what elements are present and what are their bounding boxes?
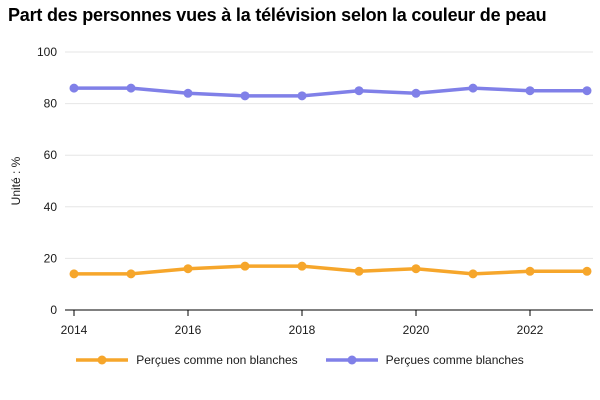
data-point-1-2016 — [183, 88, 193, 98]
data-point-0-2023 — [582, 266, 592, 276]
data-point-1-2020 — [411, 88, 421, 98]
data-point-0-2021 — [468, 269, 478, 279]
x-tick-label-2016: 2016 — [175, 323, 202, 337]
data-point-1-2022 — [525, 86, 535, 96]
series-line-1 — [72, 86, 589, 98]
y-tick-label-100: 100 — [37, 45, 57, 59]
data-point-1-2021 — [468, 83, 478, 93]
y-tick-label-40: 40 — [44, 200, 58, 214]
data-point-0-2014 — [69, 269, 79, 279]
line-chart: 0 20 40 60 80 100 2014 2016 2018 2020 2022 Unité : … — [9, 45, 593, 337]
legend: Perçues comme non blanches Perçues comme … — [0, 353, 600, 367]
x-tick-label-2022: 2022 — [517, 323, 544, 337]
legend-marker-icon — [325, 355, 378, 365]
data-point-0-2016 — [183, 264, 193, 274]
y-tick-label-20: 20 — [44, 251, 58, 265]
x-tick-label-2018: 2018 — [289, 323, 316, 337]
data-point-1-2018 — [297, 91, 307, 101]
data-point-1-2019 — [354, 86, 364, 96]
legend-marker-icon — [76, 355, 129, 365]
x-tick-label-2014: 2014 — [61, 323, 88, 337]
legend-label-1: Perçues comme blanches — [385, 353, 524, 367]
y-tick-label-80: 80 — [44, 97, 58, 111]
data-point-0-2020 — [411, 264, 421, 274]
legend-item-1: Perçues comme blanches — [325, 353, 524, 367]
y-tick-label-60: 60 — [44, 148, 58, 162]
data-point-1-2017 — [240, 91, 250, 101]
y-axis-unit-label: Unité : % — [9, 156, 23, 205]
y-tick-label-0: 0 — [50, 303, 57, 317]
chart-title: Part des personnes vues à la télévision … — [8, 5, 547, 25]
series-line-0 — [72, 264, 589, 276]
data-point-1-2014 — [69, 83, 79, 93]
data-point-0-2018 — [297, 261, 307, 271]
data-point-1-2023 — [582, 86, 592, 96]
legend-item-0: Perçues comme non blanches — [76, 353, 298, 367]
data-point-1-2015 — [126, 83, 136, 93]
data-point-0-2015 — [126, 269, 136, 279]
data-point-0-2017 — [240, 261, 250, 271]
x-tick-label-2020: 2020 — [403, 323, 430, 337]
data-point-0-2019 — [354, 266, 364, 276]
data-point-0-2022 — [525, 266, 535, 276]
legend-label-0: Perçues comme non blanches — [136, 353, 298, 367]
